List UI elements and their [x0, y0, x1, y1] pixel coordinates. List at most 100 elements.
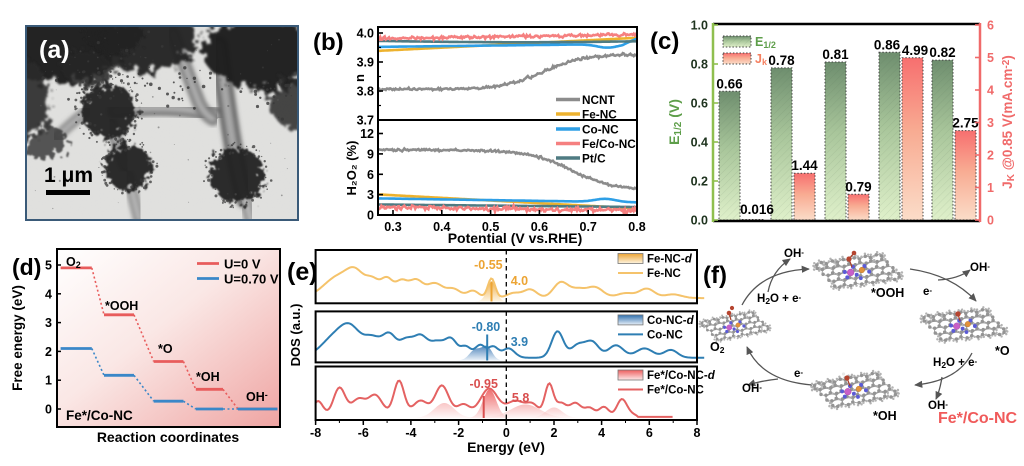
svg-text:0.86: 0.86: [874, 37, 901, 52]
svg-text:12: 12: [360, 127, 374, 141]
svg-text:O2: O2: [710, 340, 725, 355]
svg-text:1.44: 1.44: [791, 158, 818, 173]
svg-text:-0.80: -0.80: [472, 320, 501, 334]
svg-text:H2O + e-: H2O + e-: [757, 293, 802, 306]
svg-text:0.0: 0.0: [691, 214, 708, 228]
svg-text:(c): (c): [650, 28, 679, 55]
svg-text:4.0: 4.0: [357, 27, 374, 41]
svg-text:6: 6: [646, 426, 653, 440]
svg-text:Free energy (eV): Free energy (eV): [10, 285, 25, 391]
svg-text:5: 5: [45, 259, 52, 273]
svg-text:OH-: OH-: [742, 383, 762, 395]
svg-text:JK @0.85 V(mA.cm-2): JK @0.85 V(mA.cm-2): [1000, 55, 1017, 189]
svg-text:9: 9: [367, 147, 374, 161]
svg-text:2.75: 2.75: [952, 116, 979, 131]
svg-text:Fe/Co-NC: Fe/Co-NC: [582, 137, 636, 151]
svg-text:OH-: OH-: [928, 400, 948, 412]
svg-text:*OOH: *OOH: [105, 299, 138, 313]
svg-text:4: 4: [987, 84, 994, 98]
svg-text:1.0: 1.0: [691, 19, 708, 33]
svg-text:NCNT: NCNT: [582, 93, 616, 107]
svg-text:1: 1: [45, 374, 52, 388]
svg-text:3.7: 3.7: [357, 114, 374, 128]
svg-text:*O: *O: [995, 344, 1010, 358]
svg-text:Fe*/Co-NC: Fe*/Co-NC: [66, 408, 133, 423]
svg-text:0.79: 0.79: [845, 179, 871, 194]
svg-text:Energy (eV): Energy (eV): [467, 439, 545, 455]
svg-text:0.2: 0.2: [691, 175, 708, 189]
svg-text:OH-: OH-: [784, 248, 804, 260]
svg-text:0: 0: [987, 214, 994, 228]
svg-text:0.3: 0.3: [384, 220, 401, 234]
svg-text:Fe*/Co-NC: Fe*/Co-NC: [647, 385, 704, 397]
svg-text:0.4: 0.4: [691, 136, 708, 150]
svg-text:0: 0: [45, 403, 52, 417]
svg-text:0.8: 0.8: [628, 220, 645, 234]
svg-text:2: 2: [45, 345, 52, 359]
svg-text:0.81: 0.81: [822, 47, 849, 62]
svg-text:3: 3: [987, 116, 994, 130]
svg-text:Reaction coordinates: Reaction coordinates: [97, 429, 240, 445]
svg-text:3: 3: [45, 316, 52, 330]
svg-text:DOS (a.u.): DOS (a.u.): [288, 304, 303, 367]
svg-text:1 μm: 1 μm: [44, 164, 93, 187]
svg-text:*O: *O: [158, 342, 173, 356]
svg-text:4.0: 4.0: [511, 274, 528, 288]
svg-text:-8: -8: [310, 426, 321, 440]
svg-text:Potential (V vs.RHE): Potential (V vs.RHE): [448, 230, 583, 246]
svg-text:-4: -4: [405, 426, 416, 440]
svg-text:(d): (d): [12, 254, 41, 280]
svg-text:H2O + e-: H2O + e-: [933, 357, 978, 370]
svg-text:Jk: Jk: [755, 52, 768, 67]
svg-text:3.9: 3.9: [511, 335, 528, 349]
svg-text:6: 6: [987, 19, 994, 33]
svg-text:(a): (a): [39, 36, 70, 64]
svg-text:U=0 V: U=0 V: [224, 257, 261, 272]
svg-text:*OH: *OH: [196, 370, 220, 384]
svg-text:(e): (e): [287, 258, 318, 286]
svg-text:-0.95: -0.95: [469, 377, 498, 391]
svg-text:U=0.70 V: U=0.70 V: [224, 272, 279, 287]
svg-text:0: 0: [503, 426, 510, 440]
svg-text:-0.55: -0.55: [474, 258, 503, 272]
svg-text:E1/2: E1/2: [755, 35, 776, 50]
svg-text:2: 2: [551, 426, 558, 440]
svg-text:3.8: 3.8: [357, 85, 374, 99]
svg-text:5: 5: [987, 51, 994, 65]
svg-text:Fe-NC-d: Fe-NC-d: [647, 254, 693, 266]
svg-text:4: 4: [45, 287, 52, 301]
svg-text:*OH: *OH: [873, 409, 897, 423]
svg-text:0.5: 0.5: [482, 220, 499, 234]
svg-text:0.7: 0.7: [580, 220, 597, 234]
svg-text:Fe*/Co-NC-d: Fe*/Co-NC-d: [647, 370, 716, 382]
svg-text:0.66: 0.66: [716, 76, 743, 91]
svg-text:E1/2 (V): E1/2 (V): [666, 99, 684, 145]
svg-text:4: 4: [598, 426, 605, 440]
svg-text:Fe*/Co-NC: Fe*/Co-NC: [938, 410, 1018, 427]
svg-text:0.6: 0.6: [691, 97, 708, 111]
svg-text:0.016: 0.016: [740, 202, 774, 217]
svg-text:Fe-NC: Fe-NC: [647, 268, 681, 280]
svg-text:6: 6: [367, 168, 374, 182]
svg-text:*OOH: *OOH: [871, 286, 904, 300]
svg-text:0.8: 0.8: [691, 58, 708, 72]
svg-text:Co-NC: Co-NC: [582, 123, 619, 137]
svg-text:OH-: OH-: [970, 262, 990, 274]
svg-text:e-: e-: [923, 286, 932, 298]
svg-text:n: n: [352, 74, 367, 82]
svg-text:OH-: OH-: [246, 390, 268, 404]
svg-text:Co-NC-d: Co-NC-d: [647, 315, 695, 327]
svg-text:-2: -2: [453, 426, 464, 440]
svg-text:0.4: 0.4: [433, 220, 450, 234]
svg-text:(b): (b): [313, 29, 344, 56]
svg-text:0: 0: [367, 209, 374, 223]
svg-text:0.6: 0.6: [531, 220, 548, 234]
svg-text:1: 1: [987, 181, 994, 195]
svg-text:3.9: 3.9: [357, 56, 374, 70]
svg-text:e-: e-: [794, 368, 803, 380]
svg-text:-6: -6: [358, 426, 369, 440]
svg-text:0.78: 0.78: [768, 53, 795, 68]
svg-text:Co-NC: Co-NC: [647, 329, 683, 341]
svg-text:5.8: 5.8: [512, 391, 529, 405]
svg-text:8: 8: [694, 426, 701, 440]
